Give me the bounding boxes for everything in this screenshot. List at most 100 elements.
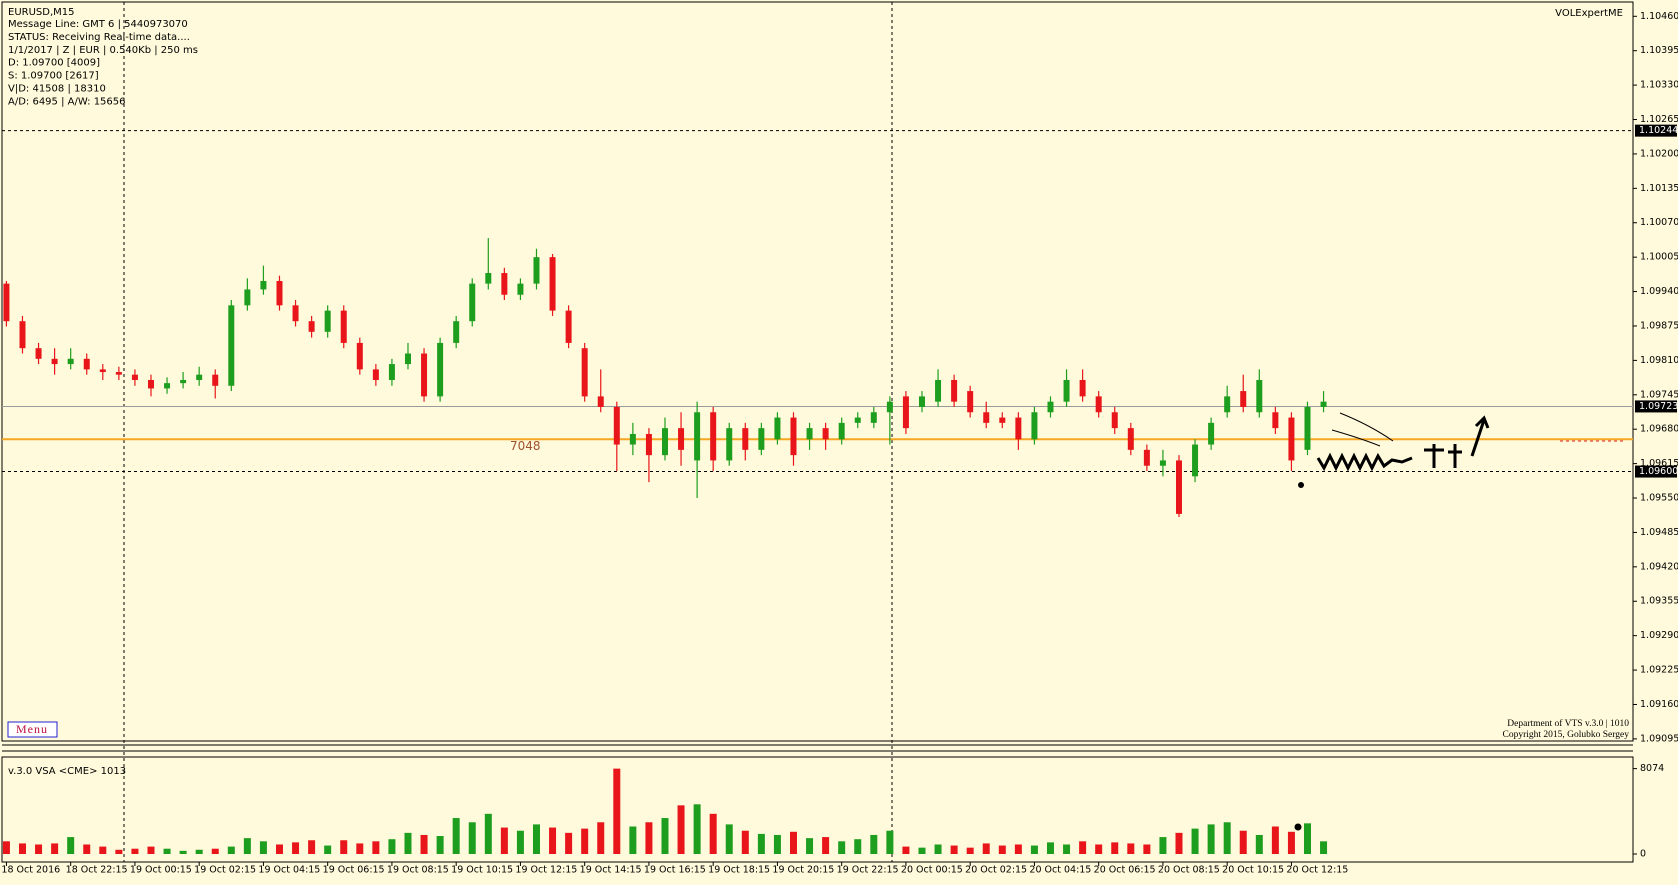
candle-body: [99, 369, 106, 373]
candle-body: [645, 433, 652, 456]
annotation-dot: [1294, 823, 1302, 831]
volume-bar: [1207, 824, 1215, 854]
candle-body: [1143, 449, 1150, 466]
candle-body: [710, 412, 717, 461]
x-tick-label: 19 Oct 00:15: [130, 865, 192, 876]
y-tick-label: 1.09355: [1640, 596, 1678, 607]
x-tick-label: 19 Oct 06:15: [323, 865, 385, 876]
y-tick-label: 1.09745: [1640, 389, 1678, 400]
x-tick-label: 19 Oct 18:15: [708, 865, 770, 876]
y-tick-label: 1.09810: [1640, 355, 1678, 366]
volume-bar: [372, 841, 380, 854]
volume-bar: [918, 847, 926, 854]
menu-label[interactable]: Menu: [16, 722, 48, 736]
candle-body: [629, 433, 636, 445]
volume-bar: [1111, 842, 1119, 854]
candle-body: [196, 374, 203, 380]
candle-body: [501, 273, 508, 295]
candle-body: [260, 280, 267, 290]
candle-body: [212, 374, 219, 386]
candle-body: [1272, 412, 1279, 429]
volume-bar: [709, 813, 717, 854]
candle-body: [1192, 444, 1199, 477]
candle-body: [517, 283, 524, 295]
volume-bar: [388, 839, 396, 854]
bid-label: 1.09723: [1639, 401, 1678, 412]
candle-body: [164, 383, 171, 389]
footer-line: Department of VTS v.3.0 | 1010: [1507, 718, 1629, 729]
y-tick-label: 1.10330: [1640, 80, 1678, 91]
volume-bar: [950, 845, 958, 854]
candle-body: [180, 379, 187, 384]
candle-body: [1063, 379, 1070, 402]
volume-bar: [99, 846, 107, 854]
y-tick-label: 1.09225: [1640, 665, 1678, 676]
candle-body: [228, 305, 235, 386]
volume-bar: [1191, 828, 1199, 854]
volume-bar: [195, 849, 203, 854]
volume-bar: [629, 826, 637, 854]
candle-body: [1127, 428, 1134, 450]
volume-bar: [324, 845, 332, 854]
volume-bar: [1320, 841, 1328, 854]
volume-tick-label: 8074: [1640, 763, 1664, 774]
candle-body: [83, 358, 90, 370]
volume-title: v.3.0 VSA <CME> 1013: [8, 766, 126, 777]
candle-body: [115, 372, 122, 375]
volume-bar: [902, 846, 910, 854]
volume-bar: [613, 768, 621, 854]
volume-bar: [1127, 843, 1135, 854]
volume-bar: [806, 838, 814, 854]
volume-bar: [838, 841, 846, 854]
menu-button[interactable]: [7, 721, 58, 738]
volume-bar: [645, 822, 653, 854]
x-tick-label: 19 Oct 22:15: [837, 865, 899, 876]
annotation-arrow: [1470, 415, 1490, 457]
y-tick-label: 1.10265: [1640, 114, 1678, 125]
y-tick-label: 1.09485: [1640, 527, 1678, 538]
y-tick-label: 1.09680: [1640, 424, 1678, 435]
volume-bar: [83, 844, 91, 854]
footer-line: Copyright 2015, Golubko Sergey: [1503, 730, 1630, 740]
candle-body: [854, 417, 861, 423]
candle-body: [19, 321, 26, 349]
candle-body: [967, 391, 974, 413]
candle-body: [3, 283, 10, 322]
y-tick-label: 1.09095: [1640, 733, 1678, 744]
price-label-box: [1635, 124, 1677, 137]
candle-body: [935, 379, 942, 402]
volume-bar: [725, 824, 733, 854]
x-tick-label: 19 Oct 12:15: [515, 865, 577, 876]
y-tick-label: 1.10460: [1640, 11, 1678, 22]
volume-bar: [1175, 832, 1183, 854]
volume-bar: [67, 837, 75, 854]
volume-bar: [532, 824, 540, 854]
volume-bar: [2, 841, 10, 854]
y-tick-label: 1.10005: [1640, 252, 1678, 263]
candle-body: [533, 257, 540, 284]
bid-label-box: [1635, 400, 1677, 413]
candle-body: [244, 289, 251, 306]
volume-bar: [211, 848, 219, 854]
candle-body: [485, 273, 492, 284]
volume-bar: [516, 830, 524, 854]
candle-body: [1240, 391, 1247, 407]
candle-body: [1224, 396, 1231, 413]
y-tick-label: 1.09420: [1640, 561, 1678, 572]
candle-body: [1111, 412, 1118, 429]
candle-body: [870, 412, 877, 423]
chart-title: EURUSD,M15: [8, 7, 74, 18]
candle-body: [1159, 460, 1166, 466]
volume-tick-label: 0: [1640, 849, 1646, 860]
x-tick-label: 19 Oct 20:15: [772, 865, 834, 876]
candle-body: [404, 353, 411, 365]
candle-body: [951, 379, 958, 402]
volume-bar: [934, 844, 942, 854]
volume-bar: [356, 843, 364, 854]
info-line: A/D: 6495 | A/W: 15656: [8, 96, 126, 107]
volume-bar: [870, 834, 878, 854]
volume-bar: [1303, 823, 1311, 854]
annotation-scribble: [1424, 444, 1462, 468]
x-tick-label: 19 Oct 02:15: [194, 865, 256, 876]
